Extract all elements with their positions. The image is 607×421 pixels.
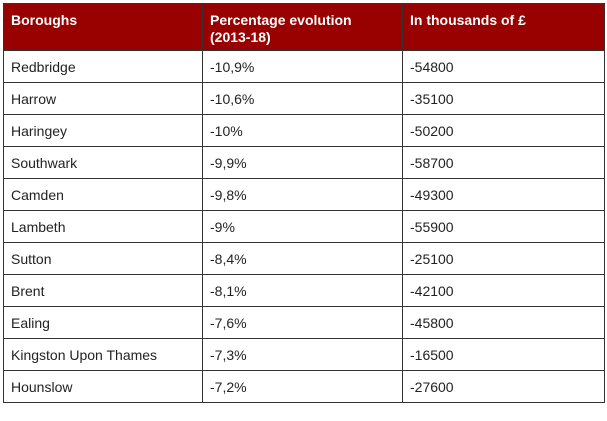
percentage-cell: -7,2%: [202, 370, 403, 403]
table-row: Lambeth -9% -55900: [3, 210, 605, 243]
thousands-cell: -58700: [402, 146, 605, 179]
thousands-cell: -55900: [402, 210, 605, 243]
table-row: Haringey -10% -50200: [3, 114, 605, 147]
thousands-cell: -50200: [402, 114, 605, 147]
borough-cell: Redbridge: [3, 50, 203, 83]
borough-cell: Brent: [3, 274, 203, 307]
percentage-cell: -9,8%: [202, 178, 403, 211]
thousands-cell: -35100: [402, 82, 605, 115]
table-row: Camden -9,8% -49300: [3, 178, 605, 211]
percentage-cell: -7,3%: [202, 338, 403, 371]
table-header: Boroughs Percentage evolution (2013-18) …: [3, 3, 605, 51]
thousands-cell: -42100: [402, 274, 605, 307]
table-row: Brent -8,1% -42100: [3, 274, 605, 307]
header-percentage-evolution: Percentage evolution (2013-18): [202, 3, 403, 51]
table-row: Redbridge -10,9% -54800: [3, 50, 605, 83]
header-boroughs: Boroughs: [3, 3, 203, 51]
borough-cell: Southwark: [3, 146, 203, 179]
borough-cell: Camden: [3, 178, 203, 211]
table-row: Ealing -7,6% -45800: [3, 306, 605, 339]
percentage-cell: -7,6%: [202, 306, 403, 339]
table-row: Harrow -10,6% -35100: [3, 82, 605, 115]
table-body: Redbridge -10,9% -54800 Harrow -10,6% -3…: [3, 50, 605, 403]
borough-cell: Lambeth: [3, 210, 203, 243]
table-row: Sutton -8,4% -25100: [3, 242, 605, 275]
borough-cell: Haringey: [3, 114, 203, 147]
thousands-cell: -45800: [402, 306, 605, 339]
header-thousands-gbp: In thousands of £: [402, 3, 605, 51]
borough-price-table: Boroughs Percentage evolution (2013-18) …: [3, 3, 605, 403]
borough-cell: Harrow: [3, 82, 203, 115]
thousands-cell: -54800: [402, 50, 605, 83]
percentage-cell: -10,6%: [202, 82, 403, 115]
borough-cell: Kingston Upon Thames: [3, 338, 203, 371]
percentage-cell: -9%: [202, 210, 403, 243]
percentage-cell: -8,4%: [202, 242, 403, 275]
borough-cell: Ealing: [3, 306, 203, 339]
table-row: Hounslow -7,2% -27600: [3, 370, 605, 403]
borough-cell: Hounslow: [3, 370, 203, 403]
percentage-cell: -10%: [202, 114, 403, 147]
table-row: Southwark -9,9% -58700: [3, 146, 605, 179]
header-row: Boroughs Percentage evolution (2013-18) …: [3, 3, 605, 51]
percentage-cell: -9,9%: [202, 146, 403, 179]
percentage-cell: -8,1%: [202, 274, 403, 307]
thousands-cell: -49300: [402, 178, 605, 211]
thousands-cell: -16500: [402, 338, 605, 371]
thousands-cell: -27600: [402, 370, 605, 403]
table-row: Kingston Upon Thames -7,3% -16500: [3, 338, 605, 371]
percentage-cell: -10,9%: [202, 50, 403, 83]
thousands-cell: -25100: [402, 242, 605, 275]
borough-table-container: Boroughs Percentage evolution (2013-18) …: [3, 3, 605, 403]
borough-cell: Sutton: [3, 242, 203, 275]
